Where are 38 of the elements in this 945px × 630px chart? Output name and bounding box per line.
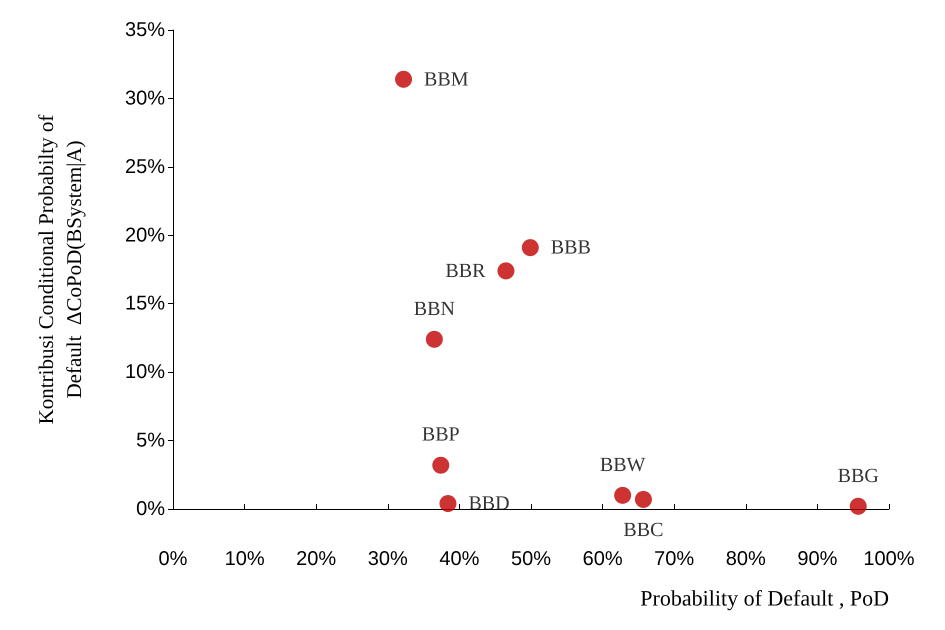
- annotation: BBM: [424, 68, 469, 90]
- point: [395, 70, 412, 88]
- point: [439, 495, 456, 512]
- x-tick-label: 50%: [510, 548, 552, 570]
- annotation: BBG: [838, 464, 879, 487]
- y-tick-label: 15%: [124, 292, 166, 315]
- point: [522, 239, 539, 256]
- point: [497, 262, 514, 280]
- x-tick-label: 60%: [582, 548, 623, 570]
- x-tick-label: 80%: [726, 548, 766, 570]
- x-tick-label: 0%: [158, 548, 188, 570]
- y-tick-label: 5%: [136, 430, 166, 452]
- x-tick-label: 10%: [224, 548, 265, 570]
- y-tick-label: 10%: [124, 361, 166, 384]
- annotation: BBN: [414, 298, 455, 320]
- y-tick-label: 35%: [124, 19, 166, 41]
- x-tick-label: 70%: [654, 548, 694, 570]
- point: [426, 330, 443, 348]
- annotation: BBB: [550, 236, 591, 259]
- y-axis-title: Kontribusi Conditional Probabilty of Default ΔCoPoD(BSystem|A): [34, 114, 86, 424]
- y-tick-label: 30%: [124, 87, 166, 110]
- annotation: BBP: [422, 424, 460, 446]
- point: [634, 490, 652, 508]
- y-tick-label: 0%: [136, 498, 166, 520]
- x-axis-title: Probability of Default , PoD: [640, 586, 889, 610]
- y-tick-label: 25%: [124, 156, 166, 178]
- x-tick-label: 40%: [439, 548, 480, 570]
- point: [850, 498, 867, 515]
- y-tick-label: 20%: [124, 224, 166, 246]
- point: [614, 486, 632, 504]
- annotation: BBR: [445, 260, 486, 282]
- x-tick-label: 30%: [368, 548, 408, 570]
- x-tick-label: 90%: [797, 548, 838, 570]
- annotation: BBC: [623, 518, 664, 541]
- x-tick-label: 20%: [296, 548, 336, 570]
- x-tick-label: 100%: [863, 548, 915, 570]
- annotation: BBW: [600, 454, 646, 476]
- point: [432, 456, 450, 474]
